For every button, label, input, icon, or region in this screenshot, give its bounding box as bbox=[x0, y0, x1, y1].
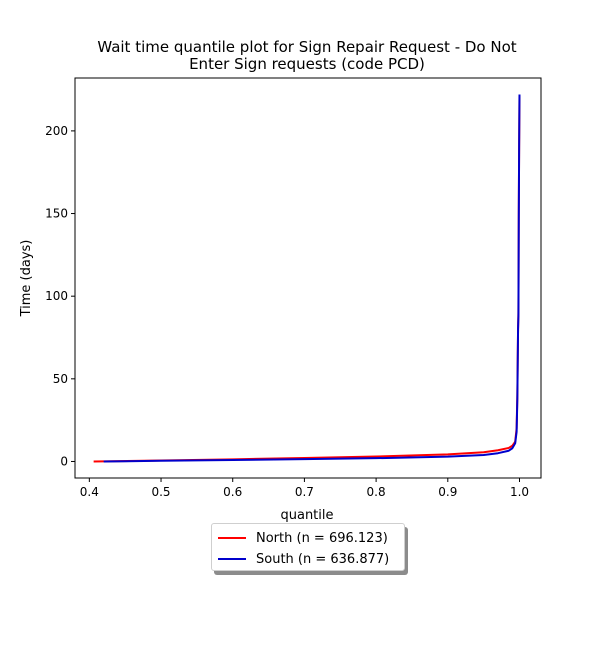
plot-area bbox=[74, 77, 542, 479]
y-tick-label: 0 bbox=[60, 454, 68, 468]
chart-title-line: Enter Sign requests (code PCD) bbox=[189, 55, 425, 73]
chart-title: Wait time quantile plot for Sign Repair … bbox=[97, 38, 516, 73]
legend-item-north: North (n = 696.123) bbox=[218, 528, 388, 548]
x-tick-label: 0.5 bbox=[151, 485, 170, 499]
axis-ticks: 0.4 0.5 0.6 0.7 0.8 0.9 1.0 0 50 100 150 200 bbox=[45, 124, 529, 499]
plot-frame bbox=[74, 77, 542, 479]
x-tick-label: 0.9 bbox=[438, 485, 457, 499]
y-tick-label: 50 bbox=[53, 372, 68, 386]
y-axis-label: Time (days) bbox=[19, 240, 34, 318]
legend: North (n = 696.123) South (n = 636.877) bbox=[211, 523, 405, 571]
series-line-south bbox=[103, 94, 521, 463]
legend-line-north bbox=[218, 537, 246, 539]
x-tick-label: 0.4 bbox=[80, 485, 99, 499]
x-tick-label: 0.7 bbox=[295, 485, 314, 499]
legend-line-south bbox=[218, 558, 246, 560]
series-line-north bbox=[93, 96, 521, 463]
y-tick-label: 150 bbox=[45, 207, 68, 221]
chart-title-line: Wait time quantile plot for Sign Repair … bbox=[97, 38, 516, 56]
x-tick-label: 0.6 bbox=[223, 485, 242, 499]
x-tick-label: 1.0 bbox=[510, 485, 529, 499]
x-axis-label: quantile bbox=[280, 508, 333, 523]
legend-item-south: South (n = 636.877) bbox=[218, 549, 389, 569]
legend-label-north: North (n = 696.123) bbox=[256, 530, 388, 546]
x-tick-label: 0.8 bbox=[367, 485, 386, 499]
legend-label-south: South (n = 636.877) bbox=[256, 551, 390, 567]
y-tick-label: 100 bbox=[45, 289, 68, 303]
y-tick-label: 200 bbox=[45, 124, 68, 138]
